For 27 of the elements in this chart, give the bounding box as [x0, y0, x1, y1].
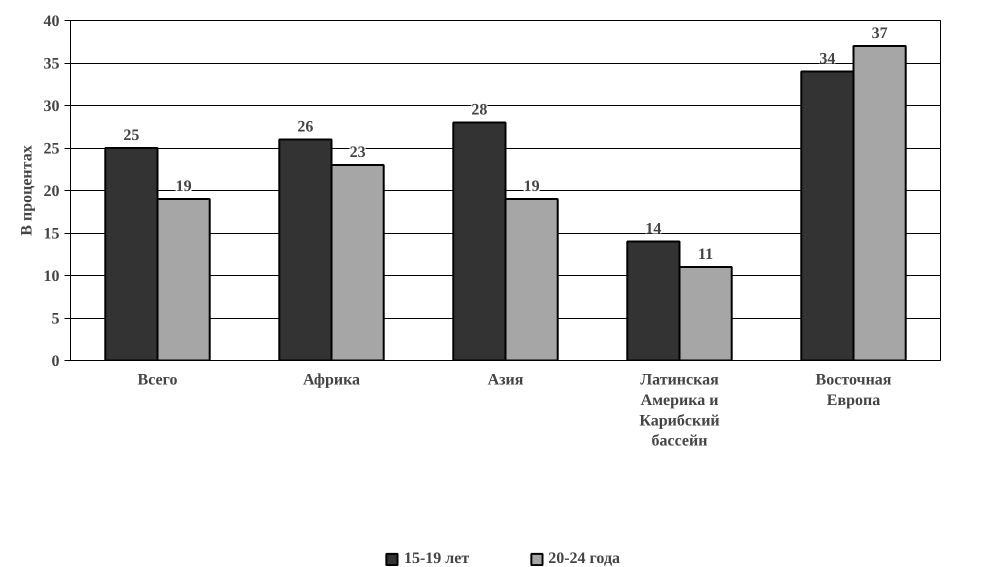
x-tick-label: Африка [302, 372, 360, 388]
x-tick-label: Восточная Европа [816, 372, 892, 409]
data-label: 26 [297, 118, 314, 136]
y-tick-label: 10 [44, 268, 60, 285]
x-tick-label: Всего [138, 372, 178, 388]
y-tick-label: 40 [44, 13, 60, 30]
x-tick-label: Латинская Америка и Карибский бассейн [639, 372, 720, 450]
y-tick-label: 0 [52, 353, 60, 370]
data-label: 28 [471, 102, 488, 118]
data-label: 25 [123, 127, 140, 144]
x-tick-label: Азия [488, 372, 524, 388]
y-tick-label: 25 [44, 140, 60, 158]
data-label: 19 [524, 178, 540, 195]
data-label: 19 [176, 178, 192, 195]
legend-label: 15-19 лет [404, 550, 470, 567]
y-tick-label: 35 [44, 56, 60, 72]
y-tick-label: 30 [44, 98, 60, 115]
y-tick-label: 20 [44, 183, 60, 200]
data-label: 34 [819, 50, 836, 68]
y-axis-title: В процентах [18, 145, 36, 236]
data-label: 23 [350, 144, 366, 161]
data-label: 11 [698, 246, 714, 263]
legend-label: 20-24 года [548, 550, 620, 567]
data-label: 37 [872, 25, 888, 42]
y-tick-label: 15 [44, 226, 60, 242]
y-tick-label: 5 [52, 310, 60, 328]
data-label: 14 [645, 220, 662, 238]
